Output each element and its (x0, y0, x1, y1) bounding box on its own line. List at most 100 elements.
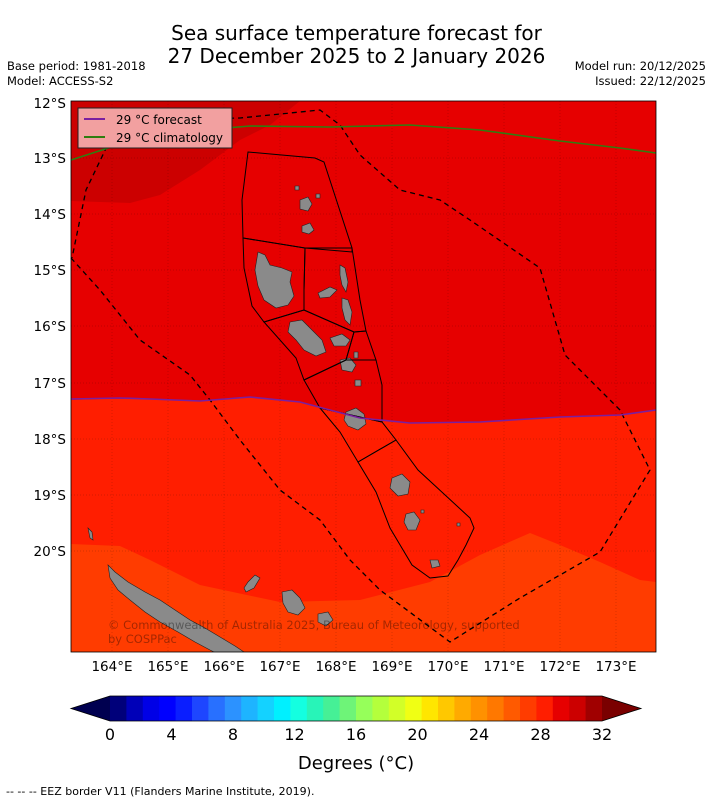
colorbar-bin (208, 696, 226, 721)
colorbar-bin (470, 696, 488, 721)
loyalty-mare (317, 611, 334, 627)
colorbar (69, 695, 643, 722)
legend: 29 °C forecast 29 °C climatology (77, 107, 233, 149)
colorbar-bin (585, 696, 603, 721)
issued-date: Issued: 22/12/2025 (595, 74, 706, 88)
colorbar-bin (405, 696, 422, 721)
latitude-axis: 12°S 13°S 14°S 15°S 16°S 17°S 18°S 19°S 20°S (34, 96, 67, 560)
colorbar-over-arrow (602, 696, 641, 721)
malakula (287, 319, 327, 357)
erromango (389, 473, 411, 497)
maewo (339, 264, 349, 293)
gridlines (71, 101, 656, 652)
lon-tick-label: 167°E (259, 659, 300, 675)
colorbar-tick-label: 24 (469, 725, 489, 744)
colorbar-bin (224, 696, 242, 721)
lat-tick-label: 18°S (34, 432, 67, 448)
colorbar-bin (520, 696, 537, 721)
sst-field (71, 101, 656, 652)
province-boundaries (241, 151, 475, 579)
paama-islet (353, 351, 359, 359)
espiritu-santo (254, 251, 295, 309)
lon-tick-label: 165°E (147, 659, 188, 675)
colorbar-bin (323, 696, 340, 721)
colorbar-bin (421, 696, 439, 721)
colorbar-tick-label: 4 (166, 725, 176, 744)
futuna-islet (456, 522, 461, 527)
colorbar-tick-label: 12 (284, 725, 304, 744)
gaua (301, 222, 315, 235)
colorbar-tick-label: 20 (407, 725, 427, 744)
lat-tick-label: 17°S (34, 376, 67, 392)
colorbar-tick-label: 16 (346, 725, 366, 744)
eez-border (70, 109, 651, 643)
colorbar-bin (110, 696, 127, 721)
colorbar-bin (175, 696, 193, 721)
colorbar-bin (356, 696, 373, 721)
colorbar-bin (290, 696, 308, 721)
copyright-line-1: © Commonwealth of Australia 2025, Bureau… (108, 618, 520, 632)
colorbar-bin (388, 696, 406, 721)
colorbar-label: Degrees (°C) (298, 753, 414, 774)
colorbar-bin (257, 696, 275, 721)
lon-tick-label: 171°E (483, 659, 524, 675)
colorbar-bin (552, 696, 570, 721)
colorbar-under-arrow (71, 696, 110, 721)
lat-tick-label: 19°S (34, 488, 67, 504)
colorbar-bin (274, 696, 291, 721)
model-name: Model: ACCESS-S2 (7, 74, 114, 88)
lon-tick-label: 164°E (91, 659, 132, 675)
colorbar-bin (438, 696, 455, 721)
legend-forecast-label: 29 °C forecast (116, 113, 202, 127)
pentecost (341, 297, 353, 326)
colorbar-tick-label: 28 (530, 725, 550, 744)
banks-islet (315, 193, 321, 199)
colorbar-ticks: 0 4 8 12 16 20 24 28 32 (105, 725, 612, 744)
lon-tick-label: 166°E (203, 659, 244, 675)
colorbar-bin (306, 696, 324, 721)
vanua-lava (299, 196, 313, 212)
colorbar-bin (536, 696, 554, 721)
title-line-2: 27 December 2025 to 2 January 2026 (167, 44, 546, 68)
anatom (429, 559, 441, 569)
lon-tick-label: 170°E (427, 659, 468, 675)
loyalty-lifou (281, 589, 306, 616)
colorbar-outline (69, 695, 643, 722)
torres-islet (294, 185, 300, 191)
lat-tick-label: 14°S (34, 207, 67, 223)
colorbar-tick-label: 32 (592, 725, 612, 744)
colorbar-bin (142, 696, 160, 721)
sst-zone-red-29 (71, 101, 656, 423)
colorbar-bin (192, 696, 209, 721)
lat-tick-label: 16°S (34, 319, 67, 335)
colorbar-bin (159, 696, 176, 721)
lat-tick-label: 12°S (34, 96, 67, 112)
efate (343, 407, 367, 431)
base-period: Base period: 1981-2018 (7, 59, 146, 73)
lat-tick-label: 20°S (34, 544, 67, 560)
lon-tick-label: 169°E (371, 659, 412, 675)
new-caledonia (107, 564, 245, 652)
colorbar-tick-label: 8 (228, 725, 238, 744)
model-run: Model run: 20/12/2025 (574, 59, 706, 73)
colorbar-bin (503, 696, 521, 721)
lat-tick-label: 15°S (34, 263, 67, 279)
colorbar-bin (126, 696, 144, 721)
legend-climatology-label: 29 °C climatology (116, 131, 223, 145)
ambrym (329, 333, 351, 347)
colorbar-bin (454, 696, 472, 721)
colorbar-bin (569, 696, 586, 721)
map-frame (70, 100, 657, 653)
land-masses (87, 185, 461, 652)
title-line-1: Sea surface temperature forecast for (171, 21, 542, 45)
ambae (317, 286, 338, 299)
eez-footnote: -- -- -- EEZ border V11 (Flanders Marine… (6, 785, 315, 798)
colorbar-bin (487, 696, 504, 721)
colorbar-bin (372, 696, 390, 721)
forecast-29c-line (70, 396, 657, 424)
aniwa-islet (420, 509, 425, 514)
loyalty-ouvea (243, 574, 261, 593)
lon-tick-label: 172°E (539, 659, 580, 675)
longitude-axis: 164°E 165°E 166°E 167°E 168°E 169°E 170°E 171°E… (91, 659, 636, 675)
